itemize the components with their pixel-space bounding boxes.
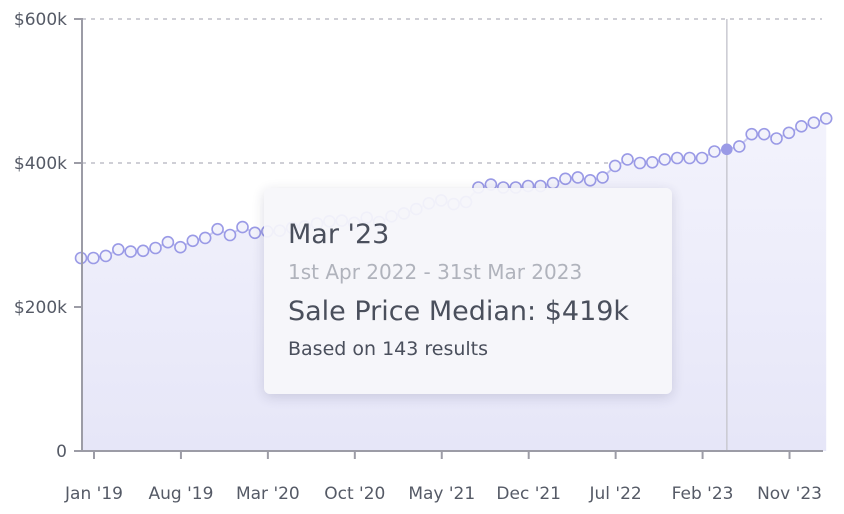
data-point[interactable] [571, 171, 585, 184]
tooltip-note: Based on 143 results [288, 338, 489, 360]
data-point[interactable] [795, 120, 808, 133]
data-point[interactable] [112, 243, 125, 256]
y-tick-label: $600k [14, 10, 67, 30]
data-point[interactable] [136, 244, 150, 258]
data-point[interactable] [161, 235, 175, 249]
x-tick-label: Nov '23 [757, 484, 822, 504]
data-point[interactable] [248, 226, 262, 240]
data-point[interactable] [645, 156, 659, 169]
data-point[interactable] [745, 127, 759, 141]
data-point[interactable] [708, 145, 721, 158]
tooltip-date-range: 1st Apr 2022 - 31st Mar 2023 [288, 260, 583, 284]
x-tick-label: Oct '20 [324, 484, 385, 504]
data-point[interactable] [757, 127, 771, 141]
data-point[interactable] [223, 228, 237, 242]
data-point[interactable] [99, 249, 113, 263]
data-point[interactable] [236, 220, 249, 234]
data-point[interactable] [198, 231, 212, 245]
x-tick-label: Feb '23 [672, 484, 734, 504]
data-point[interactable] [633, 156, 647, 170]
x-tick-label: Jul '22 [589, 484, 642, 504]
data-point[interactable] [732, 140, 746, 153]
data-point[interactable] [683, 151, 696, 165]
data-point[interactable] [770, 132, 783, 145]
data-point[interactable] [807, 116, 821, 129]
x-tick-label: Mar '20 [236, 484, 300, 504]
data-point[interactable] [211, 222, 224, 236]
data-point-highlighted[interactable] [720, 143, 733, 156]
tooltip-title: Mar '23 [288, 219, 390, 250]
data-point[interactable] [124, 245, 137, 258]
y-tick-label: $400k [14, 154, 67, 174]
chart-tooltip: Mar '23 1st Apr 2022 - 31st Mar 2023 Sal… [264, 188, 672, 394]
data-point[interactable] [695, 151, 709, 165]
data-point[interactable] [174, 240, 187, 254]
x-tick-label: Aug '19 [148, 484, 213, 504]
data-point[interactable] [559, 172, 572, 186]
x-axis-labels: Jan '19 Aug '19 Mar '20 Oct '20 May '21 Dec '… [64, 484, 822, 504]
axes [74, 18, 823, 459]
data-point[interactable] [149, 241, 162, 255]
data-point[interactable] [658, 153, 672, 166]
data-point[interactable] [819, 112, 833, 125]
data-point[interactable] [782, 126, 796, 140]
data-point[interactable] [621, 153, 634, 166]
y-axis-labels: 0 $200k $400k $600k [14, 10, 67, 462]
y-tick-label: 0 [56, 442, 67, 462]
data-point[interactable] [670, 151, 684, 165]
tooltip-value: Sale Price Median: $419k [288, 296, 630, 327]
x-tick-label: Dec '21 [496, 484, 561, 504]
data-point[interactable] [608, 159, 622, 173]
data-point[interactable] [583, 174, 597, 187]
x-tick-label: May '21 [408, 484, 475, 504]
data-point[interactable] [87, 251, 100, 265]
x-tick-label: Jan '19 [64, 484, 123, 504]
data-point[interactable] [186, 234, 200, 248]
y-tick-label: $200k [14, 298, 67, 318]
data-point[interactable] [596, 171, 609, 184]
